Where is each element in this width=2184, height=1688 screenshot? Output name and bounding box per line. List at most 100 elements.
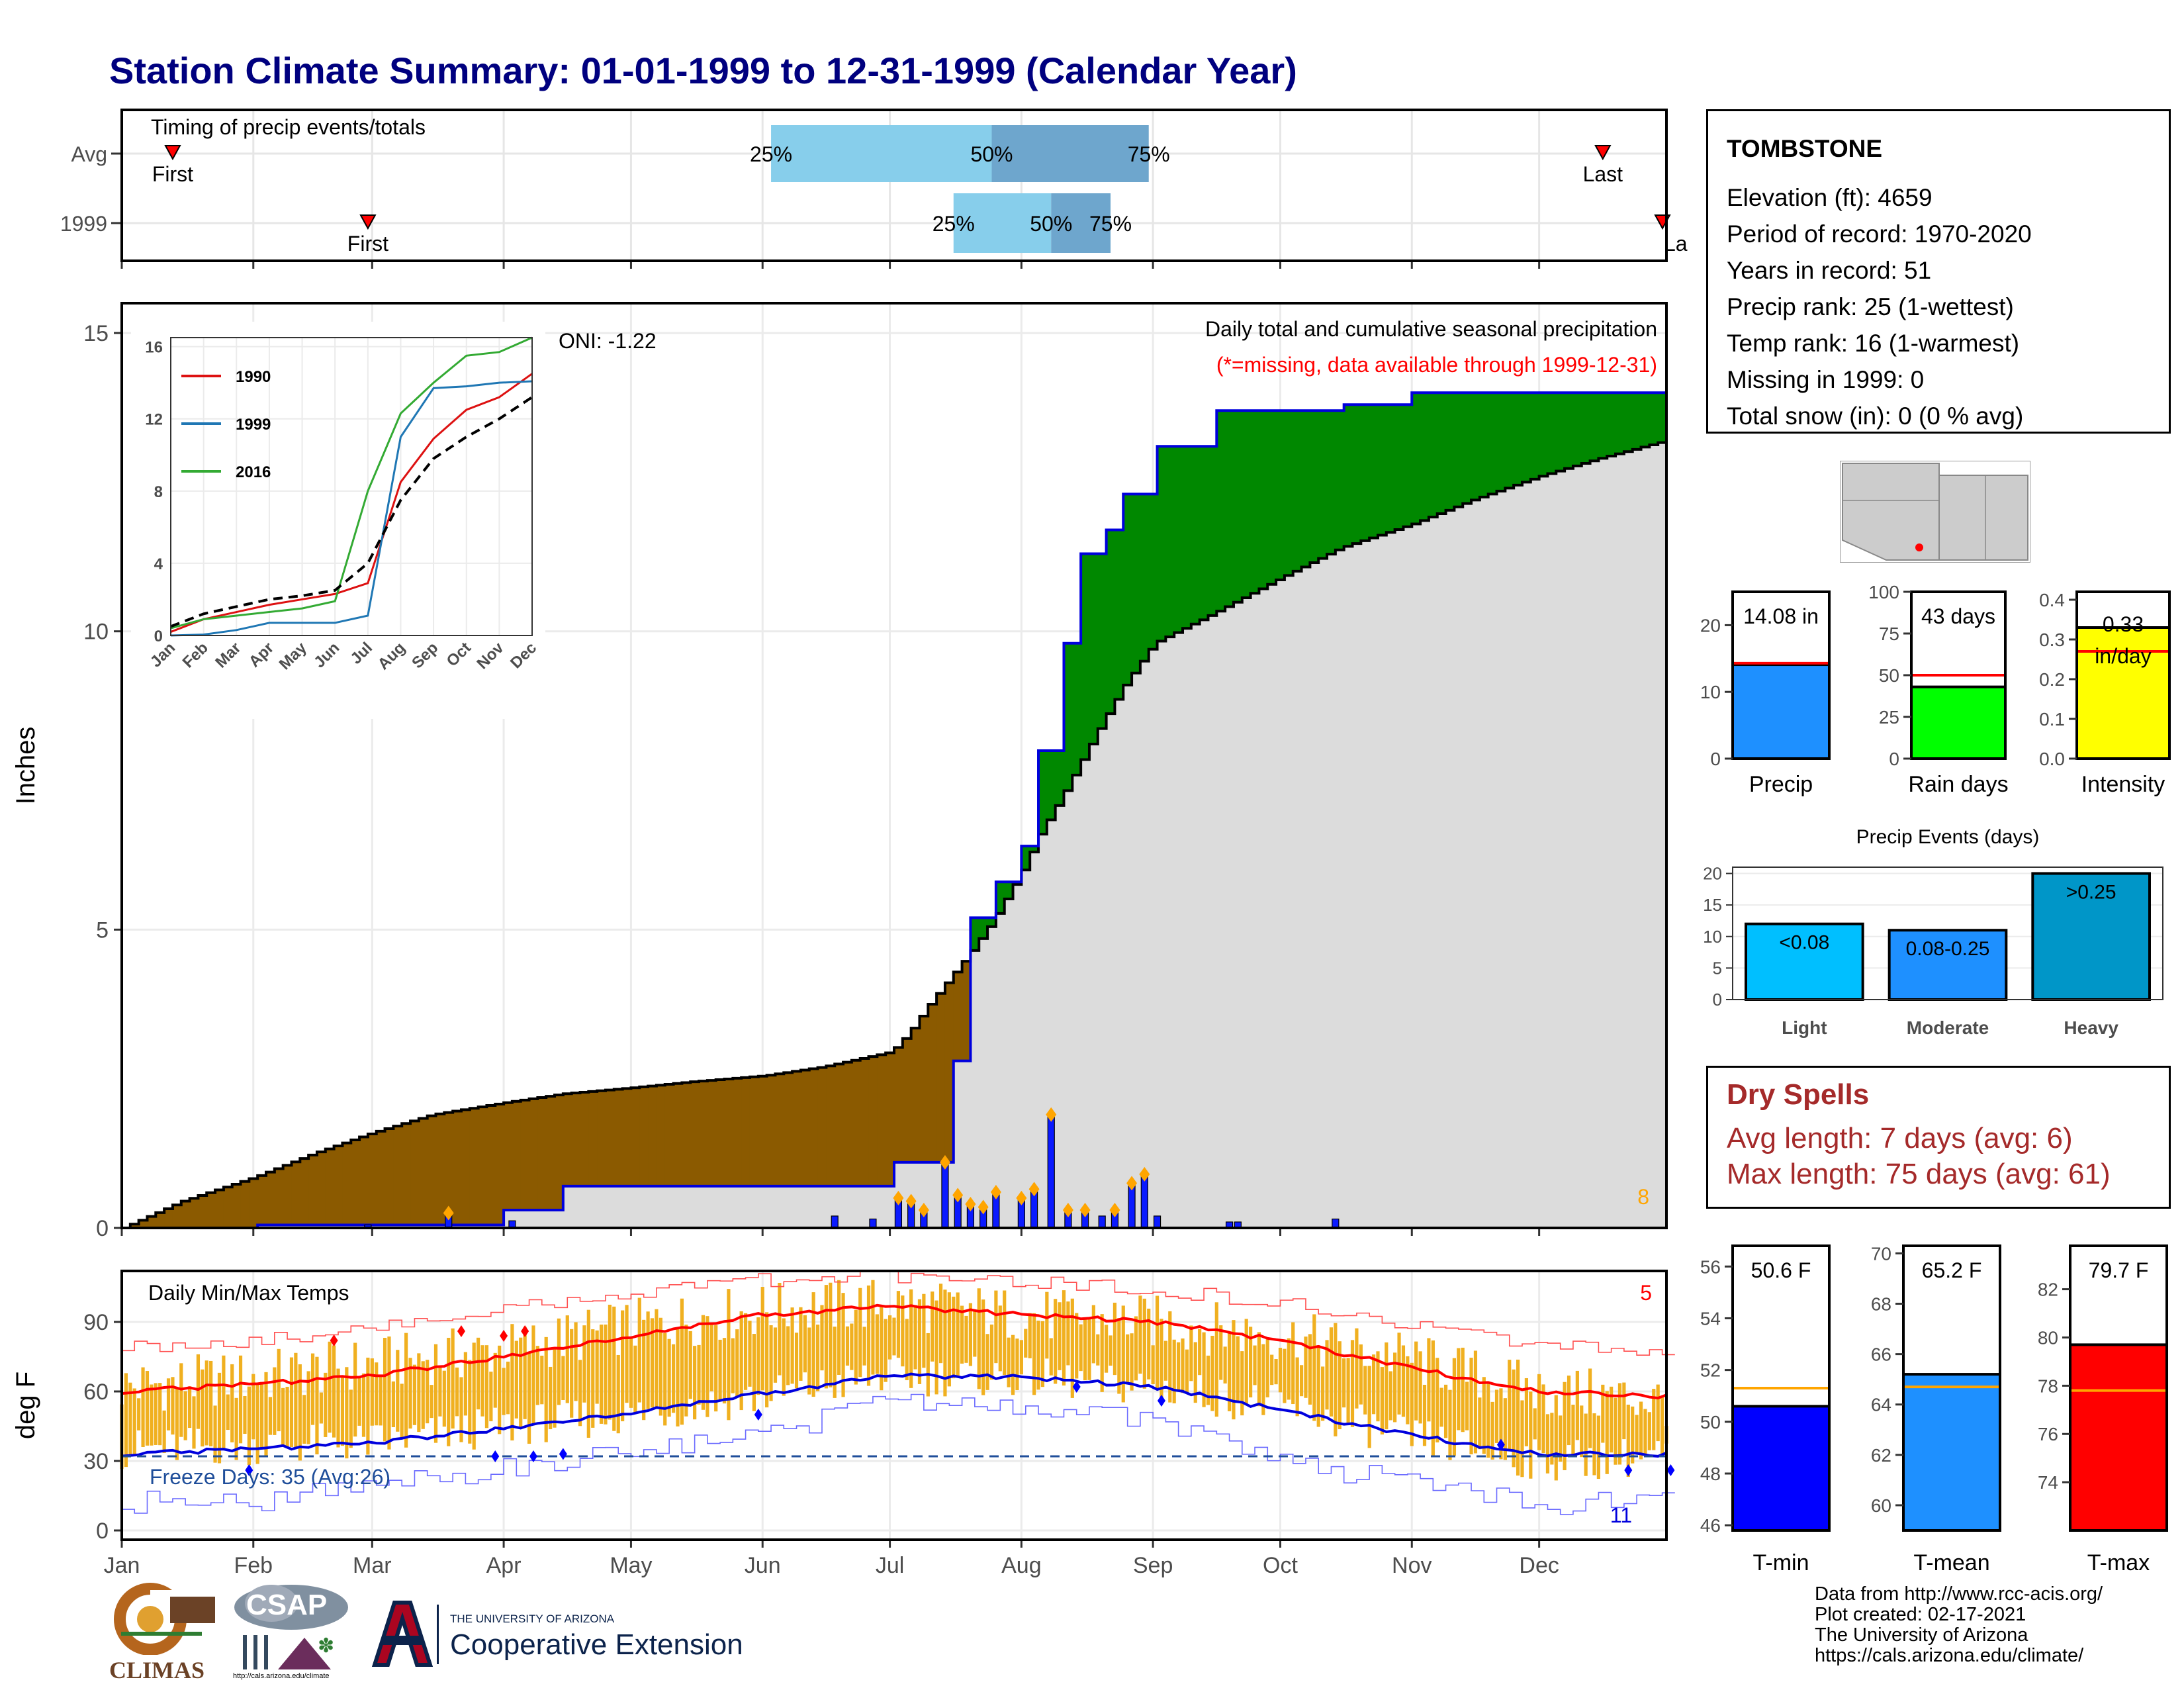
temp-daily-bar [251,1374,255,1440]
precip-deficit-band [597,1090,606,1186]
temp-daily-bar [243,1395,247,1434]
temp-daily-bar [875,1314,879,1374]
temp-daily-bar [1393,1352,1397,1423]
timing-q25-label: 25% [933,212,975,236]
precip-deficit-band [894,1047,903,1162]
temp-daily-bar [1401,1345,1406,1417]
precip-surplus-band [1658,393,1667,443]
temp-daily-bar [273,1367,277,1435]
temp-daily-bar [1202,1332,1206,1407]
temp-daily-bar [862,1327,866,1366]
station-missing: Missing in 1999: 0 [1727,366,1925,393]
temp-daily-bar [209,1360,213,1446]
precip-surplus-band [1623,393,1633,452]
precip-surplus-band [1174,446,1183,633]
summary-category-label: T-min [1753,1550,1809,1575]
temp-daily-bar [676,1327,680,1427]
summary-y-tick-label: 20 [1700,615,1721,635]
precip-deficit-band [215,1190,224,1228]
temp-daily-bar [387,1336,391,1450]
summary-bar-t-mean [1902,1373,2001,1532]
precip-events-bar-moderate [1888,929,2008,1001]
station-period: Period of record: 1970-2020 [1727,220,2032,248]
temp-daily-bar [1003,1290,1007,1376]
temp-daily-bar [1431,1340,1435,1458]
precip-surplus-band [1046,750,1056,820]
temp-daily-bar [192,1396,196,1449]
events-y-tick-label: 10 [1703,927,1722,947]
temp-daily-bar [1592,1413,1596,1476]
temp-daily-bar [1482,1377,1486,1454]
temp-daily-bar [1541,1384,1545,1454]
temp-daily-bar [1371,1354,1376,1415]
precip-y-tick-label: 0 [96,1216,109,1241]
precip-deficit-band [529,1098,539,1210]
precip-deficit-band [546,1096,555,1210]
precip-surplus-band [1055,750,1065,806]
csap-logo-text: CSAP [246,1589,328,1621]
summary-y-tick-label: 66 [1871,1344,1891,1365]
temp-daily-bar [1359,1344,1363,1405]
credit-plot-created: Plot created: 02-17-2021 [1815,1604,2026,1625]
summary-value-label: 65.2 F [1922,1258,1982,1282]
temp-daily-bar [391,1381,395,1428]
temp-daily-bar [1329,1327,1334,1417]
temp-daily-bar [1617,1383,1622,1465]
summary-y-tick-label: 48 [1700,1464,1721,1484]
temp-daily-bar [255,1384,259,1464]
precip-surplus-band [1522,393,1531,483]
ua-divider [437,1605,439,1664]
precip-deficit-band [274,1168,284,1225]
temp-daily-bar [1287,1338,1291,1400]
temp-daily-bar [845,1326,850,1366]
temp-daily-bar [1126,1334,1130,1383]
temp-daily-bar [1087,1319,1091,1380]
precip-deficit-band [682,1082,692,1186]
summary-y-tick-label: 46 [1700,1515,1721,1536]
precip-surplus-band [1318,410,1328,559]
precip-deficit-band [232,1184,242,1228]
temp-daily-bar [1567,1376,1571,1446]
temp-daily-bar [531,1325,535,1425]
temp-daily-bar [629,1336,633,1408]
temp-daily-bar [833,1327,837,1398]
temp-daily-bar [150,1384,154,1446]
temp-daily-bar [1448,1389,1452,1460]
precip-surplus-band [1038,750,1048,835]
temp-record-marker [1496,1438,1505,1451]
precip-surplus-band [1641,393,1651,447]
temp-daily-bar [968,1303,973,1366]
summary-y-tick-label: 10 [1700,682,1721,702]
temp-daily-bar [404,1333,408,1448]
temp-daily-bar [459,1377,463,1442]
temp-daily-bar [765,1312,769,1408]
precip-surplus-band [1267,410,1277,585]
temp-daily-bar [1503,1398,1507,1460]
location-map-svg [1839,460,2031,563]
summary-y-tick-label: 70 [1871,1243,1891,1264]
summary-y-tick-label: 56 [1700,1256,1721,1277]
precip-surplus-band [1463,393,1472,504]
precip-observed-line [122,387,1668,1229]
precip-surplus-band [1208,446,1218,616]
precip-deficit-band [249,1178,258,1228]
temp-daily-bar [370,1358,374,1426]
temp-daily-bar [1656,1384,1660,1442]
station-years: Years in record: 51 [1727,257,1932,284]
temp-daily-bar [498,1345,502,1434]
temp-daily-bar [731,1338,735,1393]
temp-daily-bar [259,1382,264,1449]
temp-daily-bar [1643,1409,1647,1456]
summary-bar-t-max [2069,1343,2168,1532]
precip-surplus-band [1386,404,1396,533]
temp-daily-bar [1580,1405,1584,1458]
temp-daily-bar [1635,1415,1639,1454]
temp-daily-bar [570,1329,574,1418]
temp-daily-bar [1142,1298,1146,1389]
temp-daily-bar [887,1315,892,1360]
temp-daily-bar [625,1305,629,1403]
temp-daily-bar [430,1385,433,1419]
precip-deficit-band [648,1086,657,1186]
precip-events-bar-label: 0.08-0.25 [1906,938,1990,960]
